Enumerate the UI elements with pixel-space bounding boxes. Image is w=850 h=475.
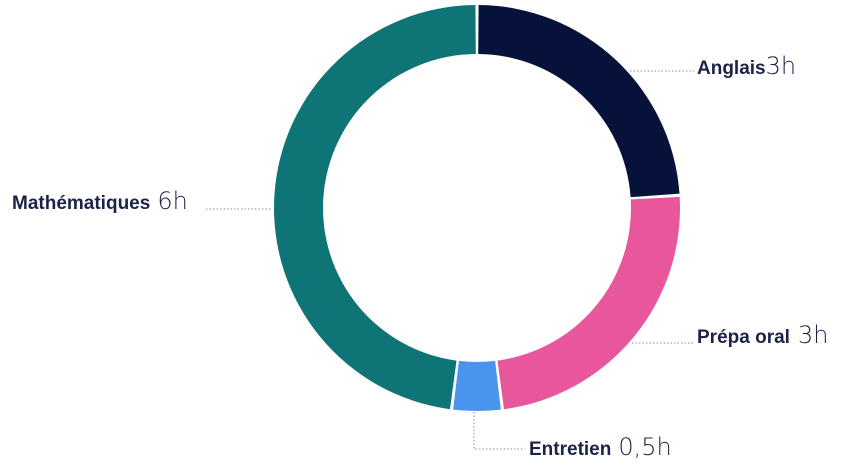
label-entretien-value: 0,5h	[618, 433, 671, 461]
label-mathematiques: Mathématiques 6h	[12, 187, 188, 215]
slice-anglais	[478, 5, 680, 198]
label-entretien: Entretien 0,5h	[529, 433, 672, 461]
donut-slices	[274, 5, 681, 411]
label-entretien-name: Entretien	[529, 439, 611, 460]
label-mathematiques-value: 6h	[157, 187, 187, 215]
leader-lines	[206, 70, 694, 450]
leader-entretien	[473, 412, 525, 450]
label-prepa-oral-name: Prépa oral	[697, 327, 790, 348]
label-mathematiques-name: Mathématiques	[12, 193, 150, 214]
label-prepa-oral: Prépa oral 3h	[697, 321, 828, 349]
label-anglais: Anglais3h	[697, 52, 796, 80]
slice-prepa-oral	[497, 196, 681, 410]
label-prepa-oral-value: 3h	[798, 321, 828, 349]
label-anglais-value: 3h	[766, 52, 796, 80]
slice-mathematiques	[274, 5, 476, 410]
label-anglais-name: Anglais	[697, 58, 766, 79]
slice-entretien	[453, 360, 501, 411]
